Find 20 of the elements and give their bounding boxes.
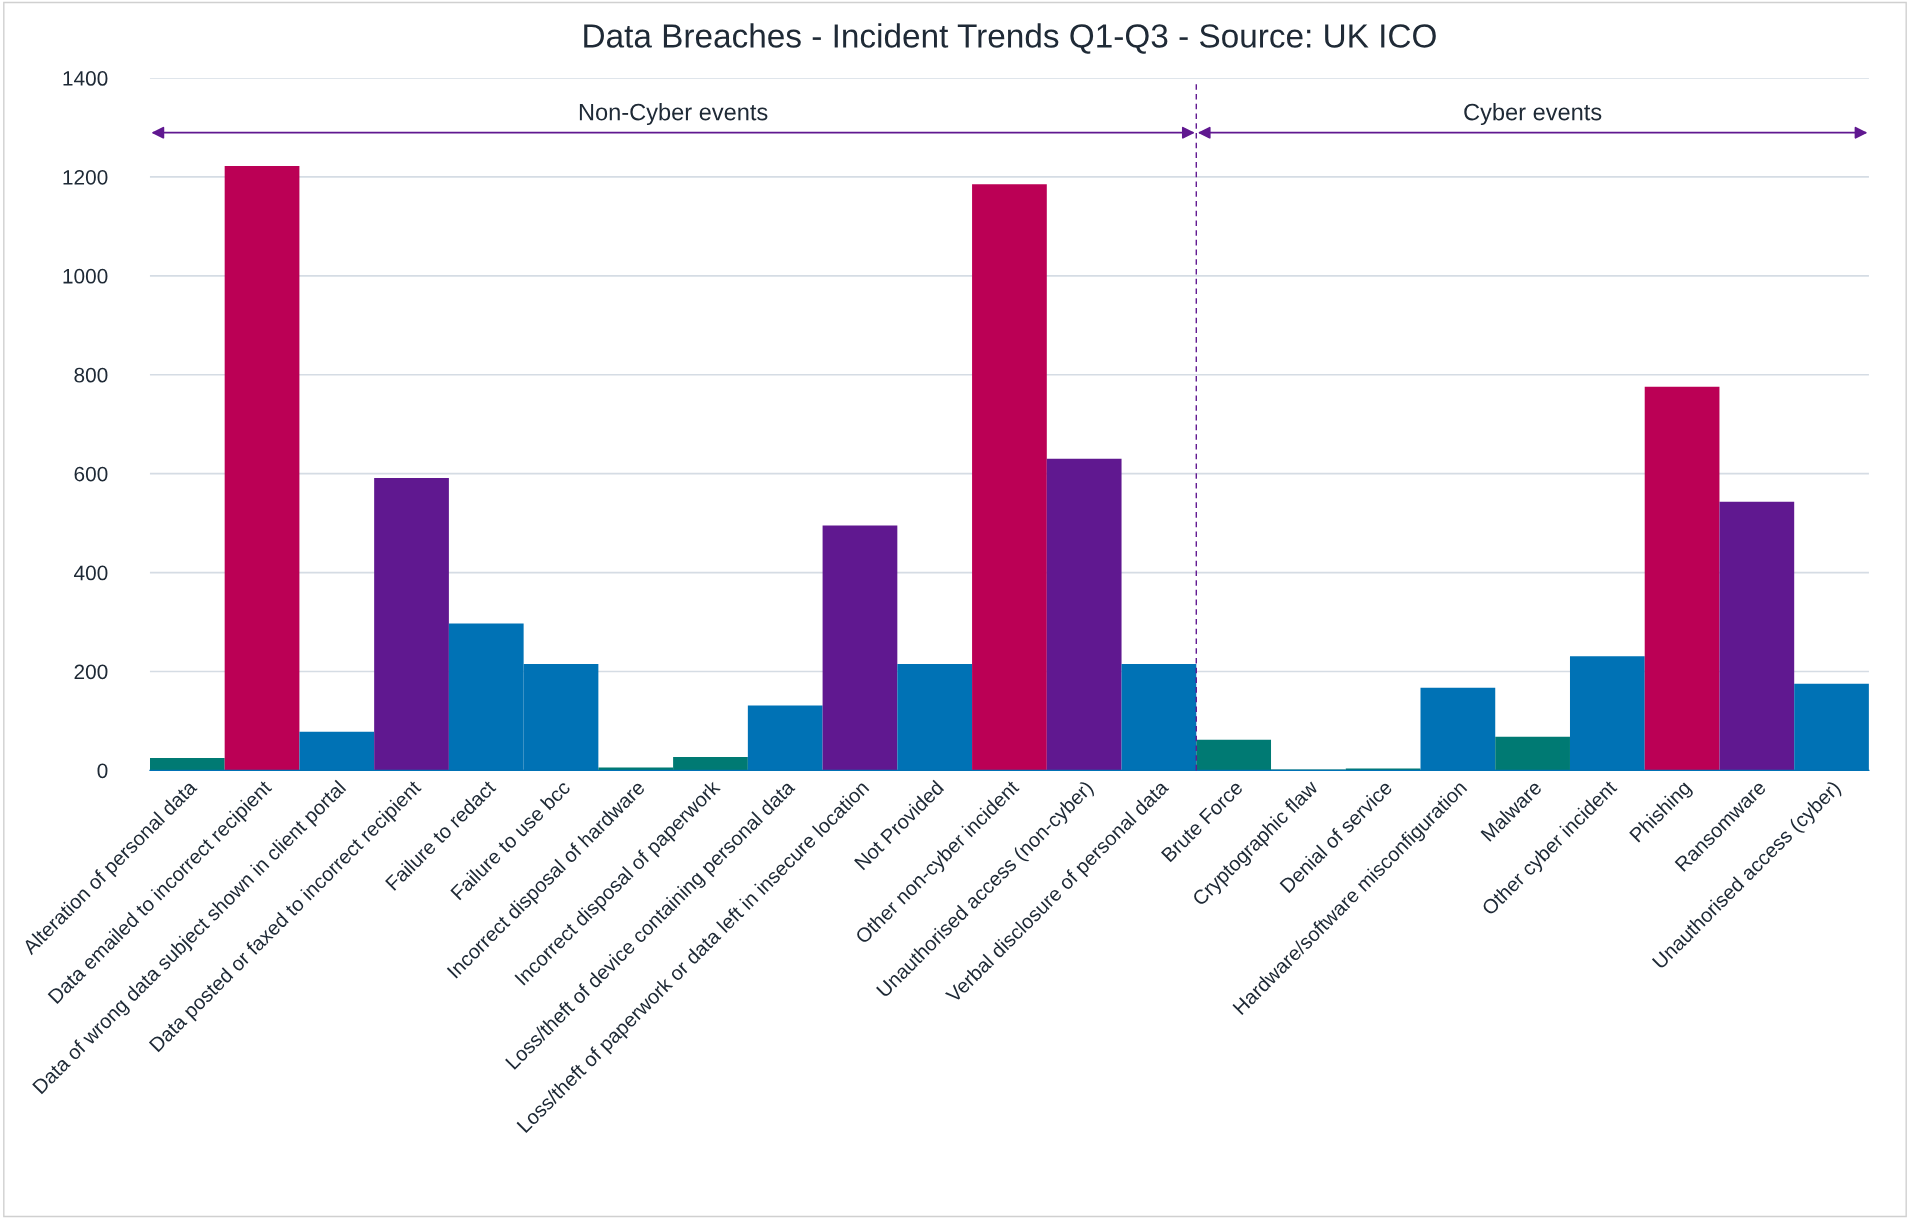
bar (149, 758, 225, 771)
bar (374, 478, 449, 771)
bar (1046, 458, 1122, 771)
y-tick-label: 0 (97, 763, 108, 779)
bar (1644, 386, 1720, 771)
bar (1495, 736, 1570, 771)
y-tick-label: 200 (74, 664, 108, 680)
bar (224, 166, 300, 771)
y-tick-label: 1200 (63, 169, 108, 185)
bar (822, 525, 898, 771)
chart-title: Data Breaches - Incident Trends Q1-Q3 - Source: UK ICO (584, 23, 1436, 54)
bar (1719, 501, 1795, 771)
y-tick-label: 800 (74, 367, 108, 383)
annotation: Cyber events (1464, 103, 1602, 126)
bar (972, 184, 1047, 771)
y-tick-label: 1400 (63, 71, 108, 86)
y-tick-label: 600 (74, 466, 108, 482)
y-tick-label: 400 (73, 565, 108, 581)
y-tick-label: 1000 (63, 268, 108, 284)
annotation: Non-Cyber events (579, 103, 768, 126)
